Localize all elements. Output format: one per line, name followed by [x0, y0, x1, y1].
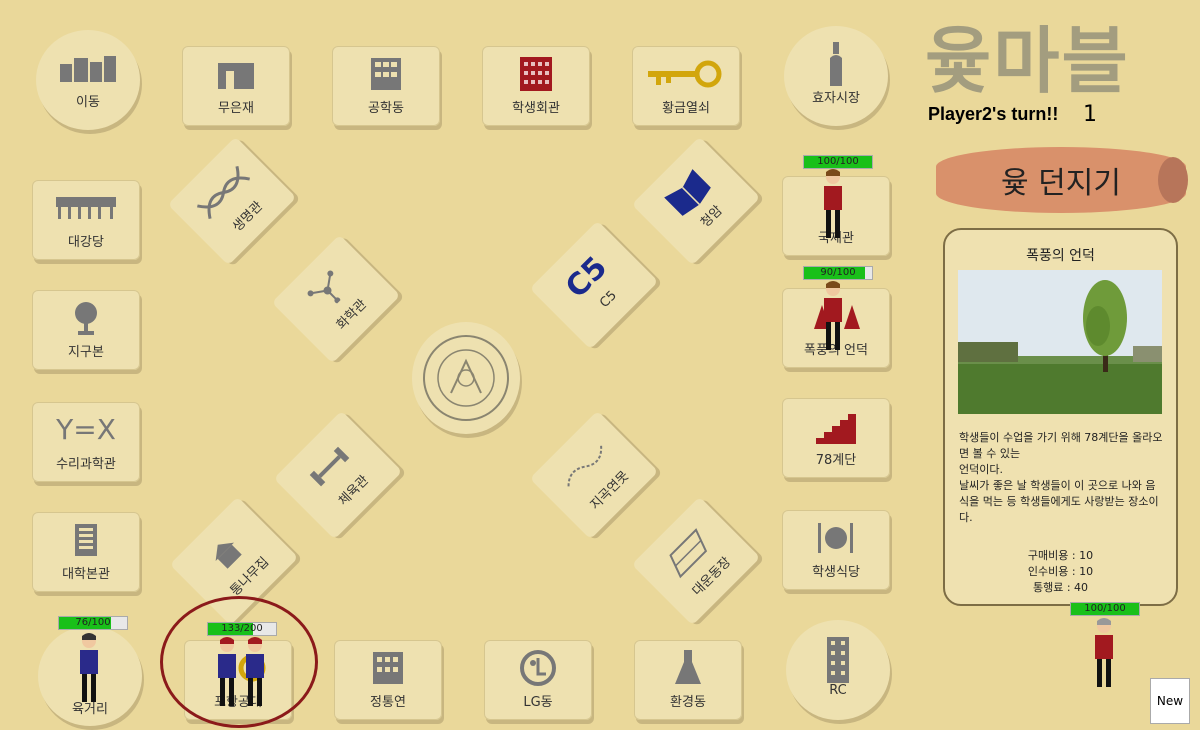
- tile-label: 효자시장: [812, 90, 860, 106]
- tile-chemistry[interactable]: 화학관: [271, 234, 401, 364]
- tile-label: 무은재: [218, 100, 254, 116]
- book-icon: [660, 165, 715, 220]
- emblem-seal-icon: [423, 335, 509, 421]
- info-description: 학생들이 수업을 가기 위해 78계단을 올라오면 볼 수 있는 언덕이다. 날…: [959, 431, 1163, 524]
- tile-lg[interactable]: LG동: [484, 640, 592, 720]
- turn-number: 1: [1083, 102, 1097, 127]
- tile-78-stairs[interactable]: 78계단: [782, 398, 890, 478]
- hall-icon: [56, 191, 116, 225]
- dna-icon: [190, 159, 256, 225]
- tile-stadium[interactable]: 대운동장: [631, 496, 761, 626]
- tile-label: 황금열쇠: [662, 100, 710, 116]
- tile-idong[interactable]: 이동: [36, 30, 140, 130]
- hp-bar: 100/100: [803, 155, 873, 169]
- hp-bar: 100/100: [1070, 602, 1140, 616]
- current-player-piece: [1091, 617, 1117, 689]
- player-piece[interactable]: [820, 168, 846, 240]
- tile-environment[interactable]: 환경동: [634, 640, 742, 720]
- tile-label: 학생식당: [812, 564, 860, 580]
- tile-hyoja-market[interactable]: 효자시장: [784, 26, 888, 126]
- university-emblem: [412, 322, 520, 434]
- lg-logo-icon: [520, 649, 556, 686]
- highlight-circle: [160, 596, 318, 728]
- hp-bar: 76/100: [58, 616, 128, 630]
- tile-mueunjae[interactable]: 무은재: [182, 46, 290, 126]
- roll-yut-label: 윷 던지기: [1001, 166, 1121, 201]
- button-cap: [1158, 157, 1188, 203]
- tile-golden-key[interactable]: 황금열쇠: [632, 46, 740, 126]
- new-game-button[interactable]: New: [1150, 678, 1190, 724]
- tile-auditorium[interactable]: 대강당: [32, 180, 140, 260]
- stairs-icon: [816, 409, 856, 444]
- tile-label: RC: [829, 682, 847, 698]
- globe-icon: [71, 301, 101, 335]
- tile-label: 환경동: [670, 694, 706, 710]
- tile-engineering[interactable]: 공학동: [332, 46, 440, 126]
- takeover-cost: 인수비용 : 10: [1027, 565, 1094, 578]
- tile-pond[interactable]: 지곡연못: [529, 410, 659, 540]
- info-costs: 구매비용 : 10 인수비용 : 10 통행료 : 40: [945, 548, 1176, 596]
- key-icon: [646, 57, 726, 91]
- cabin-icon: [203, 530, 248, 575]
- tile-cafeteria[interactable]: 학생식당: [782, 510, 890, 590]
- building-icon: [369, 57, 403, 91]
- tile-jeongtongyeon[interactable]: 정통연: [334, 640, 442, 720]
- tower-building-icon: [823, 636, 853, 683]
- stadium-icon: [658, 523, 716, 581]
- tile-label: 이동: [76, 94, 100, 110]
- molecule-icon: [301, 264, 353, 316]
- tile-label: LG동: [523, 694, 553, 710]
- tile-photo: [958, 270, 1162, 414]
- player-piece[interactable]: [820, 280, 846, 352]
- game-title: 윷마블: [925, 19, 1130, 103]
- tile-log-cabin[interactable]: 통나무집: [169, 496, 299, 626]
- buildings-icon: [58, 51, 118, 85]
- bottle-icon: [826, 41, 846, 86]
- hp-fill: [1071, 603, 1139, 615]
- tile-label: 대강당: [68, 234, 104, 250]
- purchase-cost: 구매비용 : 10: [1027, 549, 1094, 562]
- formula-icon: Y=X: [56, 413, 116, 446]
- hp-fill: [59, 617, 111, 629]
- tile-main-hall[interactable]: 대학본관: [32, 512, 140, 592]
- tile-info-panel: 폭풍의 언덕 학생들이 수업을 가기 위해 78계단을 올라오면 볼 수 있는 …: [943, 228, 1178, 606]
- dumbbell-icon: [300, 437, 358, 495]
- plate-cutlery-icon: [816, 521, 856, 555]
- tile-label: 공학동: [368, 100, 404, 116]
- toll: 통행료 : 40: [1032, 581, 1089, 594]
- building-icon: [371, 651, 405, 685]
- office-building-icon: [71, 523, 101, 557]
- tile-label: 정통연: [370, 694, 406, 710]
- tile-label: 육거리: [72, 701, 108, 717]
- hp-bar: 90/100: [803, 266, 873, 280]
- player-piece[interactable]: [76, 632, 102, 704]
- turn-indicator: Player2's turn!!: [928, 104, 1059, 124]
- tile-cheongam[interactable]: 청암: [631, 136, 761, 266]
- hp-fill: [804, 267, 866, 279]
- hp-fill: [804, 156, 872, 168]
- tile-gym[interactable]: 체육관: [273, 410, 403, 540]
- red-building-icon: [518, 56, 554, 91]
- tile-c5[interactable]: C5 C5: [529, 220, 659, 350]
- tile-label: 청암: [697, 202, 726, 231]
- tile-label: 학생회관: [512, 100, 560, 116]
- tile-label: 78계단: [815, 452, 857, 468]
- building-icon: [216, 57, 256, 91]
- tile-label: 수리과학관: [56, 456, 116, 472]
- tile-life-science[interactable]: 생명관: [167, 136, 297, 266]
- tile-student-union[interactable]: 학생회관: [482, 46, 590, 126]
- flask-icon: [673, 649, 703, 685]
- tile-label: 대학본관: [62, 566, 110, 582]
- tile-globe[interactable]: 지구본: [32, 290, 140, 370]
- tile-rc[interactable]: RC: [786, 620, 890, 720]
- game-board: 이동 효자시장 육거리 RC 무은재 공학동 학생회관 황금열쇠 대강당: [32, 26, 890, 728]
- roll-yut-button[interactable]: 윷 던지기: [936, 147, 1188, 213]
- tile-label: C5: [596, 287, 620, 311]
- tile-label: 지구본: [68, 344, 104, 360]
- tile-math-science[interactable]: Y=X 수리과학관: [32, 402, 140, 482]
- info-title: 폭풍의 언덕: [1026, 248, 1095, 264]
